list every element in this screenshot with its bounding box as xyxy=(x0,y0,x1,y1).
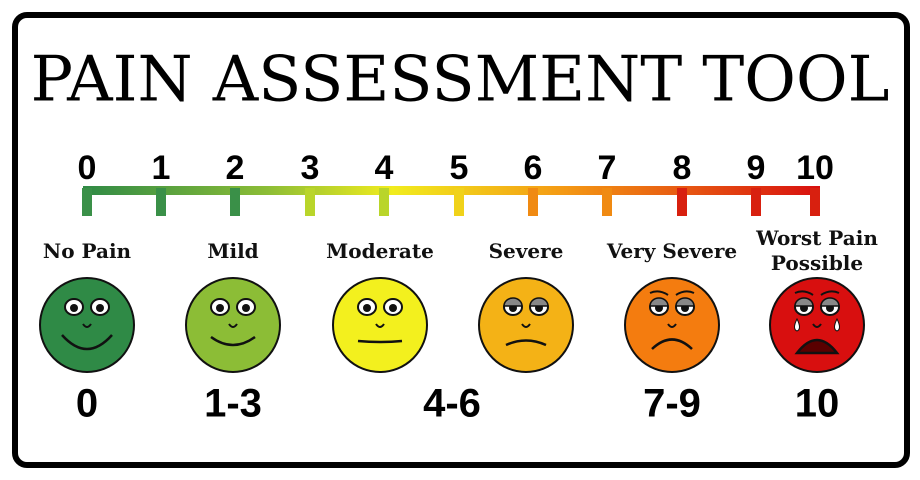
tick-label: 1 xyxy=(152,149,171,187)
nose xyxy=(375,323,385,328)
face-label: Severe xyxy=(488,238,564,263)
tick-label: 7 xyxy=(598,149,617,187)
tick-peg xyxy=(305,188,315,216)
tick-label: 0 xyxy=(78,149,97,187)
pupil xyxy=(216,304,224,312)
face-label: Moderate xyxy=(326,238,434,263)
title: PAIN ASSESSMENT TOOL xyxy=(31,43,890,116)
nose xyxy=(812,323,822,328)
pupil xyxy=(363,304,371,312)
brow xyxy=(675,290,695,296)
mouth xyxy=(505,339,547,347)
eyelid xyxy=(503,297,523,307)
face xyxy=(769,277,865,373)
tick-label: 10 xyxy=(796,149,834,187)
tick-label: 2 xyxy=(226,149,245,187)
mouth xyxy=(794,338,840,355)
nose xyxy=(667,323,677,328)
pupil xyxy=(70,304,78,312)
face xyxy=(332,277,428,373)
mouth xyxy=(61,334,113,351)
face xyxy=(624,277,720,373)
brow xyxy=(820,290,840,296)
eyelid xyxy=(675,297,695,307)
nose xyxy=(521,323,531,328)
eyelid xyxy=(649,297,669,307)
range-label: 1-3 xyxy=(204,382,262,426)
tick-label: 3 xyxy=(301,149,320,187)
tick-peg xyxy=(677,188,687,216)
face-label: Mild xyxy=(207,238,259,263)
eyelid xyxy=(529,297,549,307)
tick-peg xyxy=(379,188,389,216)
brow xyxy=(649,290,669,296)
face-head xyxy=(624,277,720,373)
nose xyxy=(228,323,238,328)
tick-peg xyxy=(602,188,612,216)
face xyxy=(478,277,574,373)
tear xyxy=(794,317,800,332)
face xyxy=(39,277,135,373)
eyelid xyxy=(794,297,814,307)
range-label: 0 xyxy=(76,382,98,426)
tick-label: 5 xyxy=(450,149,469,187)
tick-peg xyxy=(751,188,761,216)
face-label: Worst Pain Possible xyxy=(756,226,878,275)
tick-label: 8 xyxy=(673,149,692,187)
mouth xyxy=(210,335,256,347)
tick-peg xyxy=(82,188,92,216)
nose xyxy=(82,323,92,328)
tear xyxy=(834,317,840,332)
tick-label: 4 xyxy=(375,149,394,187)
mouth xyxy=(651,338,693,350)
face-head xyxy=(769,277,865,373)
face-label: No Pain xyxy=(42,238,132,263)
pupil xyxy=(389,304,397,312)
face-head xyxy=(185,277,281,373)
range-label: 4-6 xyxy=(423,382,481,426)
pupil xyxy=(96,304,104,312)
face-label: Very Severe xyxy=(606,238,738,263)
face-head xyxy=(478,277,574,373)
mouth xyxy=(357,339,403,344)
tick-peg xyxy=(156,188,166,216)
brow xyxy=(794,290,814,296)
pupil xyxy=(242,304,250,312)
tick-peg xyxy=(454,188,464,216)
eyelid xyxy=(820,297,840,307)
tick-label: 9 xyxy=(747,149,766,187)
tick-peg xyxy=(810,188,820,216)
tick-peg xyxy=(230,188,240,216)
face xyxy=(185,277,281,373)
tick-peg xyxy=(528,188,538,216)
range-label: 7-9 xyxy=(643,382,701,426)
tick-label: 6 xyxy=(524,149,543,187)
range-label: 10 xyxy=(795,382,840,426)
face-head xyxy=(39,277,135,373)
face-head xyxy=(332,277,428,373)
scale-bar xyxy=(83,186,820,195)
